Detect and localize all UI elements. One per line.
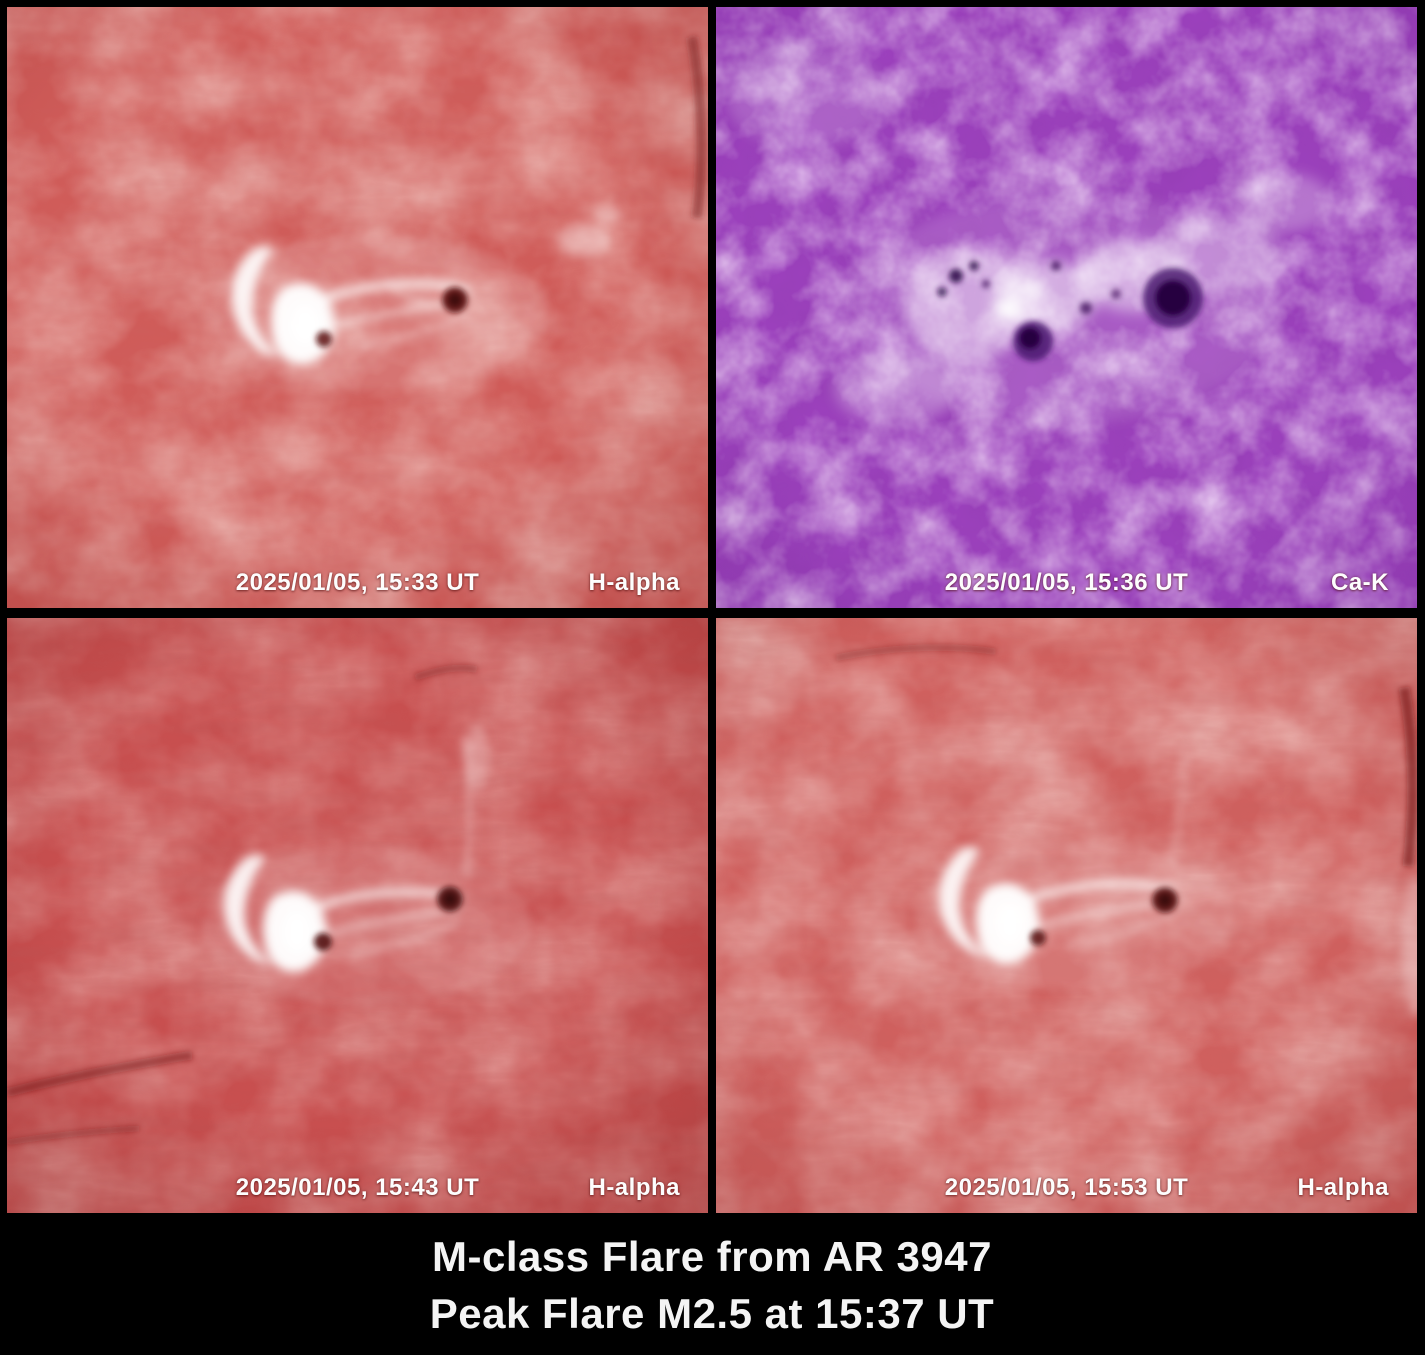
panel-label-bar: 2025/01/05, 15:36 UT Ca-K <box>716 567 1417 599</box>
flare-region <box>916 747 1417 1016</box>
caption-subtitle: Peak Flare M2.5 at 15:37 UT <box>429 1290 995 1337</box>
halpha-sun-image <box>7 618 708 1213</box>
timestamp-label: 2025/01/05, 15:43 UT <box>235 1174 480 1201</box>
panel-halpha-1543: 2025/01/05, 15:43 UT H-alpha <box>7 618 708 1213</box>
timestamp-label: 2025/01/05, 15:33 UT <box>235 569 480 596</box>
filter-label: Ca-K <box>1330 569 1389 596</box>
timestamp-label: 2025/01/05, 15:53 UT <box>944 1174 1189 1201</box>
cak-sun-image <box>716 7 1417 608</box>
panel-label-bar: 2025/01/05, 15:53 UT H-alpha <box>716 1172 1417 1204</box>
halpha-sun-image <box>716 618 1417 1213</box>
plage-region <box>726 47 1333 425</box>
panel-label-bar: 2025/01/05, 15:43 UT H-alpha <box>7 1172 708 1204</box>
filter-label: H-alpha <box>1297 1174 1389 1201</box>
sunspots <box>937 260 1203 362</box>
timestamp-label: 2025/01/05, 15:36 UT <box>944 569 1189 596</box>
sunspots <box>316 36 707 348</box>
panel-grid: 2025/01/05, 15:33 UT H-alpha <box>7 7 1417 1213</box>
sunspots <box>835 644 1417 946</box>
panel-halpha-1553: 2025/01/05, 15:53 UT H-alpha <box>716 618 1417 1213</box>
halpha-sun-image <box>7 7 708 608</box>
panel-label-bar: 2025/01/05, 15:33 UT H-alpha <box>7 567 708 599</box>
sunspots <box>7 664 478 1146</box>
caption: M-class Flare from AR 3947 Peak Flare M2… <box>7 1213 1417 1355</box>
panel-halpha-1533: 2025/01/05, 15:33 UT H-alpha <box>7 7 708 608</box>
filter-label: H-alpha <box>588 1174 680 1201</box>
flare-region <box>202 723 532 1006</box>
caption-title: M-class Flare from AR 3947 <box>431 1233 992 1280</box>
filter-label: H-alpha <box>588 569 680 596</box>
panel-cak-1536: 2025/01/05, 15:36 UT Ca-K <box>716 7 1417 608</box>
flare-region <box>207 203 621 392</box>
